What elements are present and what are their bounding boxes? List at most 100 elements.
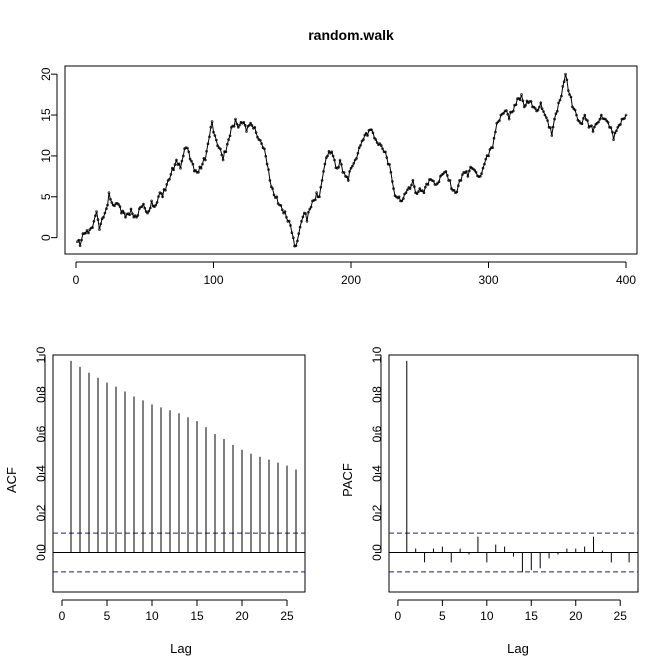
series-point bbox=[498, 119, 501, 122]
series-point bbox=[477, 175, 481, 178]
series-point bbox=[439, 175, 442, 178]
series-point bbox=[210, 120, 214, 123]
series-point bbox=[198, 165, 202, 169]
series-point bbox=[187, 150, 191, 154]
series-point bbox=[128, 213, 131, 216]
series-point bbox=[223, 150, 226, 153]
series-point bbox=[125, 212, 129, 216]
series-point bbox=[81, 232, 85, 235]
series-point bbox=[549, 126, 552, 129]
series-point bbox=[113, 204, 116, 208]
series-point bbox=[263, 147, 266, 151]
series-point bbox=[309, 205, 313, 209]
series-point bbox=[467, 169, 471, 173]
series-point bbox=[403, 192, 406, 196]
series-point bbox=[227, 138, 230, 141]
series-point bbox=[283, 210, 287, 213]
series-point bbox=[258, 139, 262, 142]
series-point bbox=[624, 113, 628, 117]
series-point bbox=[450, 187, 453, 190]
series-point bbox=[406, 188, 409, 192]
series-point bbox=[503, 109, 507, 113]
series-point bbox=[551, 125, 555, 129]
plot-frame bbox=[388, 354, 639, 593]
series-point bbox=[363, 133, 367, 137]
series-point bbox=[179, 166, 182, 170]
series-point bbox=[96, 218, 100, 221]
series-point bbox=[444, 170, 448, 173]
series-point bbox=[297, 232, 301, 235]
series-point bbox=[408, 187, 412, 190]
series-point bbox=[415, 192, 419, 195]
series-point bbox=[400, 199, 404, 203]
series-point bbox=[370, 128, 373, 132]
series-point bbox=[98, 228, 101, 231]
series-point bbox=[543, 113, 547, 117]
series-point bbox=[610, 130, 614, 134]
series-point bbox=[401, 197, 405, 200]
axes: 0 100 200 300 400 0 5 10 15 20 bbox=[39, 67, 636, 287]
x-tick-label: 0 bbox=[395, 609, 402, 623]
series-point bbox=[359, 144, 362, 147]
series-point bbox=[316, 195, 320, 199]
y-tick-label: 10 bbox=[39, 149, 53, 163]
series-point bbox=[345, 175, 349, 179]
series-point bbox=[494, 130, 497, 134]
series-point bbox=[92, 220, 96, 223]
series-point bbox=[485, 154, 489, 157]
series-point bbox=[341, 171, 345, 174]
series-point bbox=[472, 167, 475, 171]
series-point bbox=[237, 126, 240, 129]
series-point bbox=[355, 157, 358, 160]
series-point bbox=[566, 89, 570, 92]
series-point bbox=[379, 144, 383, 147]
series-point bbox=[473, 169, 477, 172]
series-point bbox=[445, 174, 449, 177]
series-point bbox=[412, 185, 416, 188]
series-point bbox=[78, 244, 82, 248]
series-point bbox=[465, 170, 468, 173]
series-point bbox=[232, 125, 236, 128]
series-point bbox=[378, 142, 382, 145]
series-point bbox=[280, 208, 284, 212]
series-point bbox=[149, 206, 152, 210]
series-point bbox=[334, 166, 338, 169]
series-point bbox=[368, 128, 372, 132]
series-point bbox=[105, 207, 108, 210]
series-point bbox=[425, 182, 428, 186]
x-tick-label: 200 bbox=[341, 273, 361, 287]
series-point bbox=[206, 142, 210, 145]
series-point bbox=[586, 119, 589, 122]
series-point bbox=[382, 150, 386, 154]
series-point bbox=[190, 159, 193, 163]
series-point bbox=[411, 179, 415, 182]
series-point bbox=[318, 195, 321, 199]
series-point bbox=[338, 158, 342, 162]
series-point bbox=[140, 205, 144, 208]
series-point bbox=[298, 225, 302, 229]
series-point bbox=[175, 158, 178, 162]
series-point bbox=[188, 157, 192, 161]
series-point bbox=[290, 231, 294, 234]
series-point bbox=[308, 207, 312, 211]
series-point bbox=[208, 135, 211, 139]
series-point bbox=[580, 122, 584, 126]
series-point bbox=[319, 185, 323, 189]
x-tick-label: 100 bbox=[203, 273, 223, 287]
y-tick-label: 5 bbox=[39, 193, 53, 200]
series-point bbox=[561, 85, 565, 88]
series-point bbox=[302, 211, 306, 215]
series-point bbox=[357, 146, 361, 149]
series-point bbox=[275, 195, 279, 199]
series-point bbox=[260, 142, 263, 145]
series-point bbox=[194, 169, 197, 172]
series-point bbox=[451, 189, 455, 192]
series-point bbox=[604, 117, 607, 121]
series-point bbox=[410, 183, 413, 187]
series-point bbox=[621, 117, 625, 121]
series-point bbox=[456, 184, 460, 187]
series-point bbox=[461, 173, 464, 176]
x-tick-label: 15 bbox=[525, 609, 539, 623]
series-point bbox=[224, 150, 228, 154]
series-point bbox=[346, 179, 350, 182]
